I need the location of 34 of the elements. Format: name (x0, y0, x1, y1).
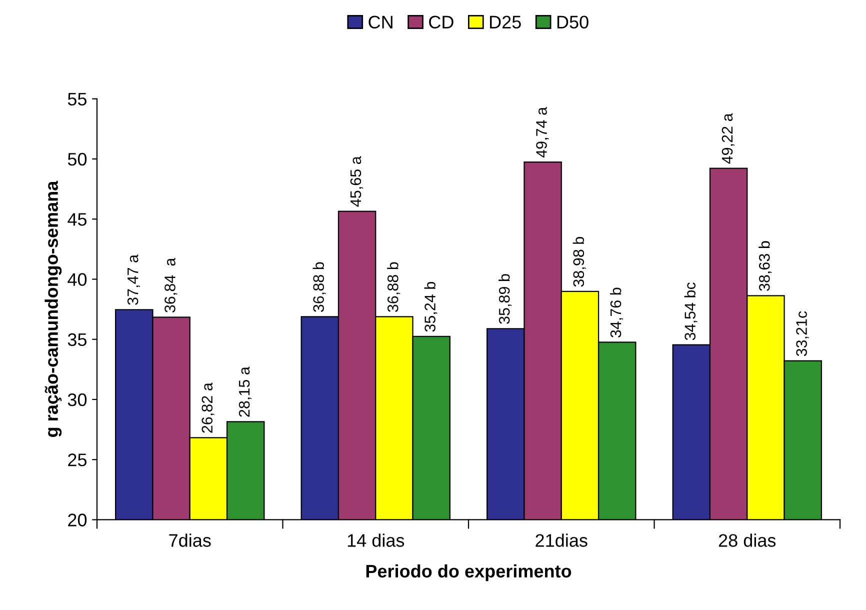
data-label: 34,76 b (610, 288, 624, 338)
data-label: 35,24 b (424, 282, 438, 332)
y-tick-label: 25 (68, 454, 87, 466)
data-label: 35,89 b (498, 274, 512, 324)
x-tick-label: 14 dias (348, 534, 404, 547)
data-label: 45,65 a (350, 156, 363, 207)
legend-label: D25 (490, 16, 521, 28)
data-label: 36,88 b (312, 262, 326, 312)
x-tick-label: 21dias (536, 534, 588, 547)
data-label: 34,54 bc (684, 282, 698, 340)
y-tick-label: 20 (68, 514, 87, 526)
legend-label: CN (368, 16, 392, 28)
y-tick-label: 50 (68, 152, 87, 166)
data-label: 49,22 a (722, 113, 734, 164)
data-label: 49,74 a (536, 106, 549, 158)
y-tick-label: 40 (68, 273, 87, 286)
x-tick-label: 28 dias (718, 534, 776, 547)
data-label: 37,47 a (127, 254, 140, 305)
data-label: 36,84 a (164, 258, 178, 312)
y-tick-label: 45 (68, 213, 87, 226)
legend-label: CD (429, 16, 454, 28)
data-label: 28,15 a (238, 366, 252, 417)
y-tick-label: 55 (68, 92, 87, 106)
data-label: 33,21c (796, 311, 809, 356)
legend-label: D50 (557, 16, 588, 28)
data-label: 26,82 a (202, 382, 214, 433)
y-axis-title: g ração-camundongo-semana (44, 180, 62, 437)
x-axis-title: Periodo do experimento (366, 564, 572, 582)
y-tick-label: 35 (68, 333, 87, 346)
x-tick-label: 7dias (169, 534, 211, 547)
data-label: 38,63 b (758, 241, 772, 291)
data-label: 36,88 b (387, 262, 400, 312)
data-label: 38,98 b (572, 236, 586, 287)
y-tick-label: 30 (68, 393, 87, 406)
